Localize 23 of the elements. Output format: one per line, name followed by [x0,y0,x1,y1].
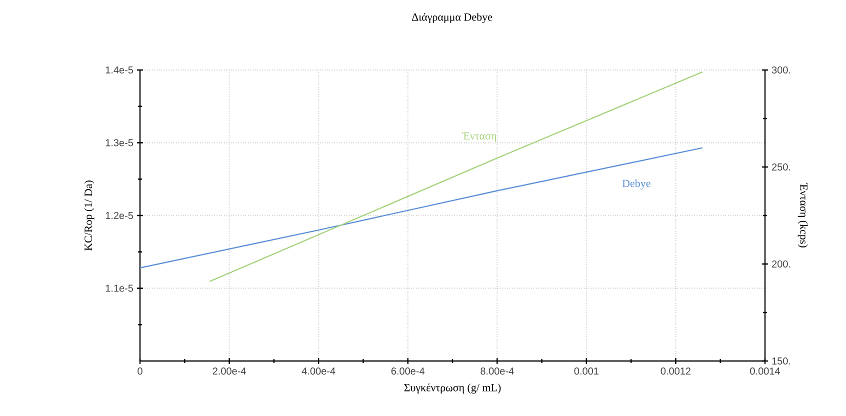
x-tick-label: 0.001 [574,368,598,375]
x-axis-title: Συγκέντρωση (g/ mL) [404,383,501,394]
y2-tick-label: 200. [772,260,790,268]
series-label: Ένταση [462,132,496,142]
y2-tick-label: 250. [772,163,790,171]
y-tick-label: 1.4e-5 [106,66,134,74]
y2-tick-label: 300. [772,66,790,74]
chart-title: Διάγραμμα Debye [412,12,492,24]
y2-tick-label: 150. [772,357,790,365]
y-tick-label: 1.2e-5 [106,212,134,220]
x-tick-label: 0 [138,368,142,375]
series-label: Debye [622,179,650,190]
y2-axis-title: Ένταση (kcps) [798,182,808,248]
y-tick-label: 1.1e-5 [106,284,134,292]
line-series [140,147,704,268]
y-tick-label: 1.3e-5 [106,139,134,146]
y-axis-title: KC/Rop (1/ Da) [84,180,94,251]
x-tick-label: 6.00e-4 [391,368,425,375]
x-tick-label: 0.0012 [660,368,691,375]
x-tick-label: 2.00e-4 [212,368,246,375]
x-tick-label: 0.0014 [750,368,780,375]
x-tick-label: 8.00e-4 [480,368,514,375]
x-tick-label: 4.00e-4 [302,368,336,375]
